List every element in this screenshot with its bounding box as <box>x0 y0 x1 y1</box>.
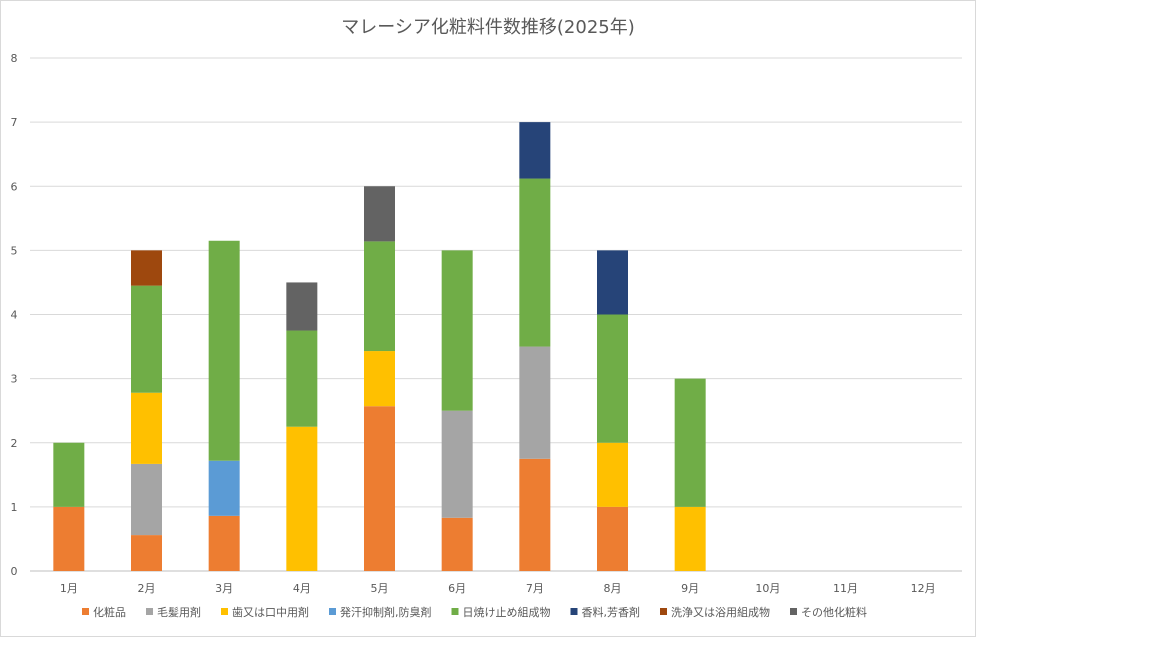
x-tick-label: 1月 <box>60 582 78 595</box>
legend-swatch <box>82 608 89 615</box>
bar-segment <box>286 330 318 427</box>
legend-label: その他化粧料 <box>801 605 867 619</box>
y-tick-label: 4 <box>11 309 18 322</box>
bar-segment <box>364 186 395 242</box>
x-tick-label: 9月 <box>681 582 699 595</box>
x-tick-label: 4月 <box>293 582 311 595</box>
bar-segment <box>674 378 706 507</box>
bar-segment <box>597 442 628 507</box>
bar-segment <box>519 346 551 459</box>
bar-segment <box>208 460 240 516</box>
bar-segment <box>131 250 162 286</box>
y-tick-label: 6 <box>11 180 18 193</box>
bar-segment <box>674 506 706 571</box>
bar-segment <box>208 515 240 571</box>
bar-segment <box>53 442 85 507</box>
bar-segment <box>131 392 162 464</box>
bar-segment <box>53 506 85 571</box>
x-tick-label: 2月 <box>138 582 156 595</box>
x-tick-label: 5月 <box>371 582 389 595</box>
bar-segment <box>597 250 628 315</box>
bar-segment <box>519 122 551 179</box>
bar-segment <box>131 285 162 393</box>
legend-swatch <box>570 608 578 615</box>
legend-label: 毛髪用剤 <box>157 605 201 619</box>
x-tick-label: 12月 <box>911 582 936 595</box>
bar-segment <box>208 240 240 461</box>
legend-swatch <box>146 608 153 615</box>
chart-title: マレーシア化粧料件数推移(2025年) <box>341 17 635 38</box>
bar-segment <box>441 517 473 571</box>
legend-label: 洗浄又は浴用組成物 <box>671 605 770 619</box>
x-tick-label: 8月 <box>604 582 622 595</box>
x-tick-label: 3月 <box>215 582 233 595</box>
chart-area <box>0 0 976 637</box>
y-tick-label: 0 <box>11 565 18 578</box>
x-tick-label: 11月 <box>833 582 858 595</box>
bar-segment <box>286 282 318 331</box>
bar-segment <box>131 535 162 571</box>
bar-segment <box>286 426 318 571</box>
y-tick-label: 8 <box>11 52 18 65</box>
legend-label: 香料,芳香剤 <box>582 605 641 619</box>
legend-label: 日焼け止め組成物 <box>463 605 551 619</box>
bar-segment <box>519 458 551 571</box>
bar-segment <box>364 406 395 571</box>
x-tick-label: 10月 <box>755 582 780 595</box>
legend-swatch <box>221 608 228 615</box>
bar-segment <box>597 506 628 571</box>
bar-segment <box>441 250 473 411</box>
bar-segment <box>597 314 628 443</box>
bar-segment <box>519 178 551 347</box>
bar-segment <box>131 463 162 536</box>
legend-swatch <box>790 608 797 615</box>
legend-swatch <box>329 608 336 615</box>
y-tick-label: 5 <box>11 244 18 257</box>
y-tick-label: 7 <box>11 116 18 129</box>
bar-segment <box>441 410 473 518</box>
legend-label: 発汗抑制剤,防臭剤 <box>340 605 432 619</box>
x-tick-label: 6月 <box>448 582 466 595</box>
legend-swatch <box>451 608 459 615</box>
legend-swatch <box>660 608 667 615</box>
x-tick-label: 7月 <box>526 582 544 595</box>
bar-segment <box>364 241 395 352</box>
y-tick-label: 1 <box>11 501 18 514</box>
legend-label: 歯又は口中用剤 <box>232 605 309 619</box>
y-tick-label: 3 <box>11 373 18 386</box>
bar-segment <box>364 351 395 407</box>
y-tick-label: 2 <box>11 437 18 450</box>
legend-label: 化粧品 <box>93 605 126 619</box>
